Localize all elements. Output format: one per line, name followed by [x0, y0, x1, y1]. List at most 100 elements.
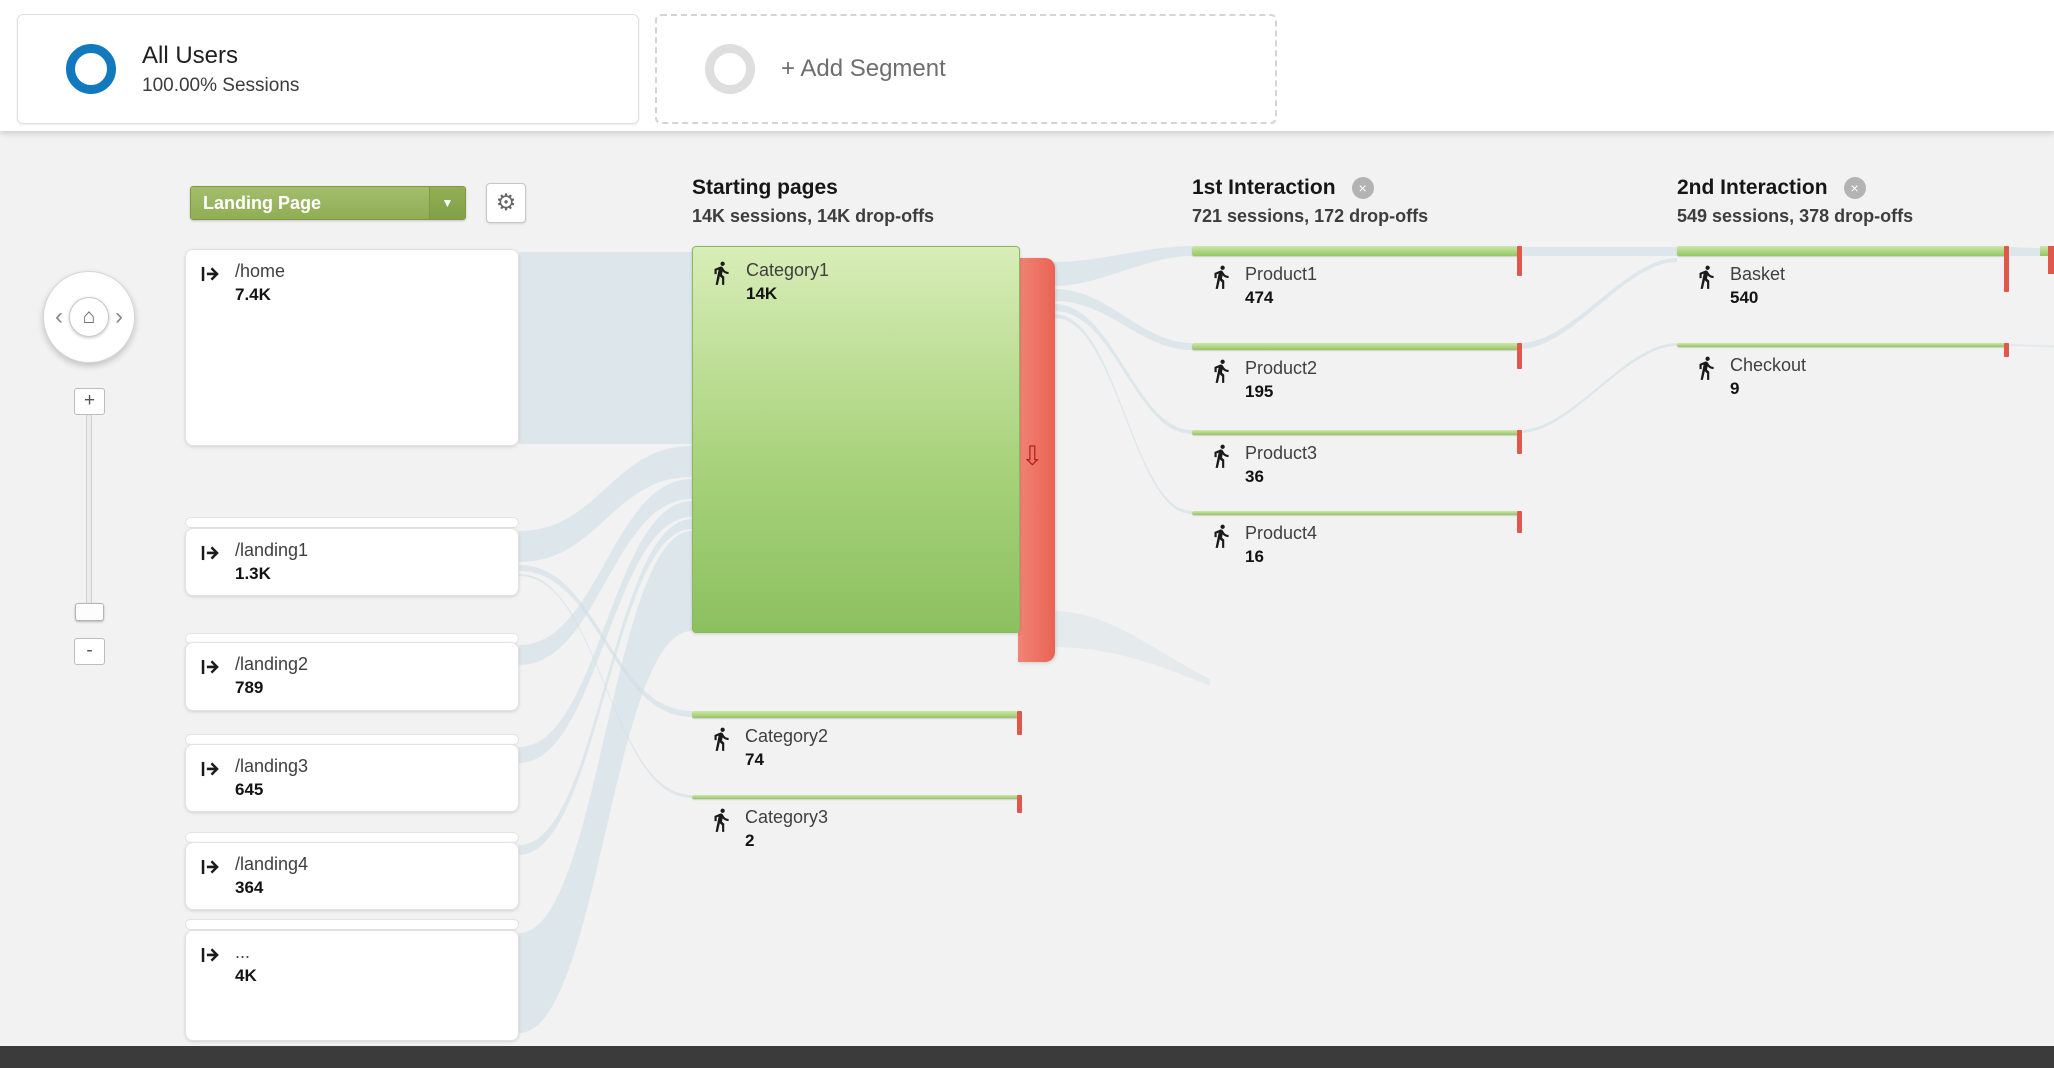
- node-label: Product4: [1245, 523, 1318, 543]
- node-value: 36: [1245, 467, 1264, 486]
- dropoff-tick: [1517, 430, 1522, 454]
- dropoff-tick: [2048, 246, 2054, 274]
- pan-control: ‹ ⌂ ›: [43, 271, 135, 363]
- dropoff-tick: [2004, 343, 2009, 357]
- flow-node-basket[interactable]: Basket 540: [1677, 246, 2009, 308]
- flow-node-landing4[interactable]: /landing4 364: [185, 842, 519, 910]
- node-value: 645: [235, 780, 264, 799]
- segment-ring-icon: [66, 44, 116, 94]
- column-header-2nd-interaction: 2nd Interaction × 549 sessions, 378 drop…: [1677, 176, 1913, 227]
- node-top-pill: [185, 919, 519, 930]
- node-label: /home: [235, 261, 286, 281]
- segment-bar: All Users 100.00% Sessions + Add Segment: [0, 0, 2054, 131]
- flow-node-checkout[interactable]: Checkout 9: [1677, 343, 2009, 399]
- column-header-1st-interaction: 1st Interaction × 721 sessions, 172 drop…: [1192, 176, 1428, 227]
- column-subtitle: 14K sessions, 14K drop-offs: [692, 206, 935, 226]
- add-segment-ring-icon: [705, 44, 755, 94]
- dimension-dropdown[interactable]: Landing Page ▼: [190, 186, 466, 220]
- close-icon[interactable]: ×: [1351, 177, 1374, 199]
- column-title: 1st Interaction: [1192, 176, 1336, 199]
- user-icon: [1208, 264, 1234, 290]
- node-traffic-bar: [1192, 511, 1522, 533]
- add-segment-button[interactable]: + Add Segment: [655, 14, 1277, 124]
- node-top-pill: [185, 517, 519, 528]
- user-icon: [1693, 355, 1719, 381]
- segment-subtitle: 100.00% Sessions: [142, 74, 300, 96]
- node-label: Checkout: [1730, 355, 1807, 375]
- node-label: Category2: [745, 726, 829, 746]
- node-value: 74: [745, 750, 764, 769]
- node-label: Basket: [1730, 264, 1786, 284]
- flow-node-product2[interactable]: Product2 195: [1192, 343, 1522, 402]
- entrance-arrow-icon: [198, 540, 224, 566]
- segment-all-users[interactable]: All Users 100.00% Sessions: [17, 14, 639, 124]
- node-label: /landing3: [235, 756, 309, 776]
- node-label: Product2: [1245, 358, 1318, 378]
- entrance-arrow-icon: [198, 854, 224, 880]
- node-traffic-bar: [1677, 343, 2009, 357]
- zoom-in-button[interactable]: +: [74, 388, 105, 415]
- segment-title: All Users: [142, 41, 239, 69]
- dropoff-tick: [1517, 246, 1522, 276]
- flow-node-other-pages[interactable]: ... 4K: [185, 930, 519, 1041]
- dropoff-tick: [1517, 343, 1522, 369]
- user-icon: [1208, 358, 1234, 384]
- dropoff-tick: [1017, 711, 1022, 735]
- entrance-arrow-icon: [198, 654, 224, 680]
- node-traffic-bar: [1192, 343, 1522, 369]
- column-subtitle: 549 sessions, 378 drop-offs: [1677, 206, 1914, 226]
- pan-right-icon[interactable]: ›: [115, 303, 123, 330]
- entrance-arrow-icon: [198, 942, 224, 968]
- node-value: 474: [1245, 288, 1274, 307]
- entrance-arrow-icon: [198, 756, 224, 782]
- node-value: 16: [1245, 547, 1264, 566]
- node-label: Product3: [1245, 443, 1318, 463]
- node-traffic-bar: [692, 795, 1022, 813]
- node-traffic-bar: [692, 711, 1022, 735]
- home-reset-button[interactable]: ⌂: [69, 297, 109, 337]
- pan-left-icon[interactable]: ‹: [55, 303, 63, 330]
- flow-node-landing2[interactable]: /landing2 789: [185, 642, 519, 711]
- node-label: /landing4: [235, 854, 309, 874]
- flow-node-home[interactable]: /home 7.4K: [185, 249, 519, 446]
- node-value: 1.3K: [235, 564, 271, 583]
- node-value: 9: [1730, 379, 1740, 398]
- flow-node-category1[interactable]: Category1 14K: [692, 246, 1020, 633]
- flow-node-landing1[interactable]: /landing1 1.3K: [185, 528, 519, 596]
- zoom-slider-handle[interactable]: [75, 603, 104, 621]
- node-value: 7.4K: [235, 285, 271, 304]
- dropoff-tick: [1517, 511, 1522, 533]
- dropoff-tick: [2004, 246, 2009, 292]
- node-value: 195: [1245, 382, 1274, 401]
- bottom-scroll-strip[interactable]: [0, 1046, 2054, 1068]
- column-title: 2nd Interaction: [1677, 176, 1828, 199]
- flow-node-product3[interactable]: Product3 36: [1192, 430, 1522, 487]
- node-label: Product1: [1245, 264, 1318, 284]
- user-icon: [1208, 443, 1234, 469]
- node-label: Category3: [745, 807, 829, 827]
- flow-node-product1[interactable]: Product1 474: [1192, 246, 1522, 308]
- node-value: 14K: [746, 284, 778, 303]
- node-value: 789: [235, 678, 264, 697]
- gear-icon[interactable]: ⚙: [486, 183, 526, 223]
- dimension-dropdown-label: Landing Page: [191, 187, 429, 219]
- node-traffic-bar: [1677, 246, 2009, 292]
- zoom-out-button[interactable]: -: [74, 638, 105, 665]
- node-label: /landing1: [235, 540, 309, 560]
- user-icon: [708, 807, 734, 833]
- zoom-slider-track[interactable]: [86, 414, 92, 612]
- column-title: Starting pages: [692, 176, 838, 199]
- flow-node-category3[interactable]: Category3 2: [692, 795, 1022, 851]
- flow-node-landing3[interactable]: /landing3 645: [185, 744, 519, 812]
- flow-node-product4[interactable]: Product4 16: [1192, 511, 1522, 567]
- dropoff-arrow-icon: ⇩: [1021, 441, 1044, 471]
- node-value: 4K: [235, 966, 257, 985]
- user-icon: [1208, 523, 1234, 549]
- close-icon[interactable]: ×: [1843, 177, 1866, 199]
- column-subtitle: 721 sessions, 172 drop-offs: [1192, 206, 1429, 226]
- node-traffic-bar: [1192, 430, 1522, 454]
- dropoff-tick: [1017, 795, 1022, 813]
- flow-node-category2[interactable]: Category2 74: [692, 711, 1022, 770]
- user-icon: [708, 260, 734, 286]
